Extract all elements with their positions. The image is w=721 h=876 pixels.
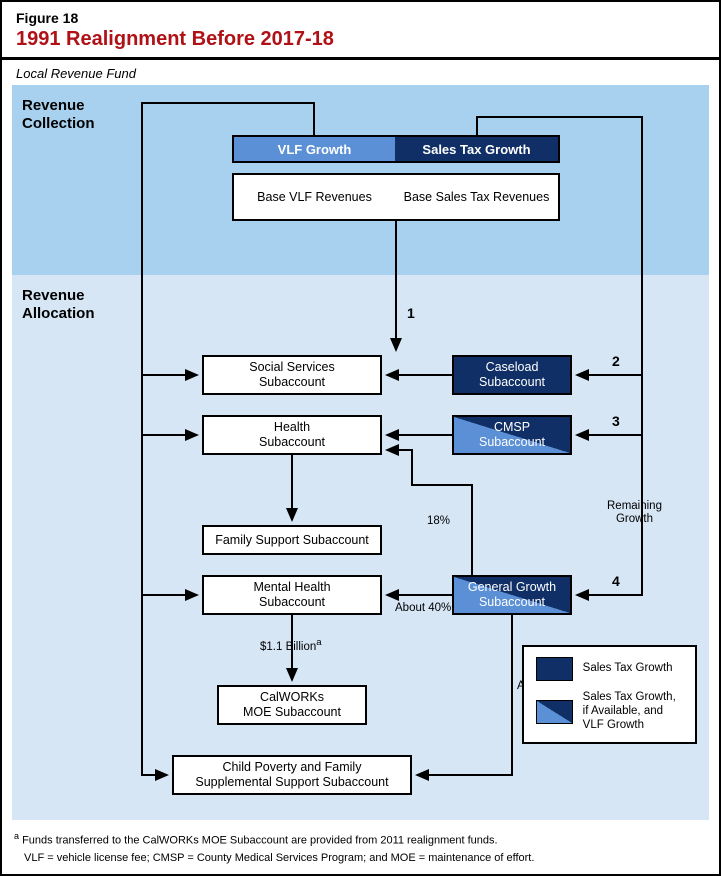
legend-label-split: Sales Tax Growth, if Available, and VLF … [583, 691, 683, 732]
step-number-2: 2 [612, 353, 620, 369]
footnote-a-text: Funds transferred to the CalWORKs MOE Su… [19, 835, 498, 847]
box-calworks: CalWORKs MOE Subaccount [217, 685, 367, 725]
annot-billion-sup: a [316, 637, 321, 648]
section-allocation-label: Revenue Allocation [22, 287, 95, 323]
diagram-canvas: Revenue Collection Revenue Allocation [12, 85, 709, 820]
step-number-4: 4 [612, 573, 620, 589]
box-caseload: Caseload Subaccount [452, 355, 572, 395]
figure-label: Figure 18 [16, 10, 705, 26]
footnote-defs: VLF = vehicle license fee; CMSP = County… [14, 850, 694, 867]
box-health: Health Subaccount [202, 415, 382, 455]
footnotes: a Funds transferred to the CalWORKs MOE … [14, 830, 694, 866]
legend-swatch-stg [536, 657, 573, 681]
step-number-1: 1 [407, 305, 415, 321]
legend-label-stg: Sales Tax Growth [583, 662, 683, 676]
box-social-services: Social Services Subaccount [202, 355, 382, 395]
box-family-support: Family Support Subaccount [202, 525, 382, 555]
figure-container: Figure 18 1991 Realignment Before 2017-1… [0, 0, 721, 876]
box-mental-health: Mental Health Subaccount [202, 575, 382, 615]
box-base-vlf: Base VLF Revenues [232, 173, 397, 221]
legend-swatch-split [536, 700, 573, 724]
box-base-sales: Base Sales Tax Revenues [395, 173, 560, 221]
section-collection-label: Revenue Collection [22, 97, 95, 133]
annot-18pct: 18% [427, 515, 450, 528]
figure-subtitle: Local Revenue Fund [2, 60, 719, 85]
annot-about40-left: About 40% [395, 602, 451, 615]
annot-billion: $1.1 Billiona [260, 637, 322, 654]
box-child-poverty: Child Poverty and Family Supplemental Su… [172, 755, 412, 795]
step-number-3: 3 [612, 413, 620, 429]
legend-row-stg: Sales Tax Growth [536, 657, 683, 681]
footnote-a: a Funds transferred to the CalWORKs MOE … [14, 830, 694, 849]
figure-header: Figure 18 1991 Realignment Before 2017-1… [2, 2, 719, 60]
header-vlf-growth: VLF Growth [232, 135, 397, 163]
annot-remaining-growth: Remaining Growth [607, 500, 662, 526]
legend: Sales Tax Growth Sales Tax Growth, if Av… [522, 645, 697, 744]
legend-row-split: Sales Tax Growth, if Available, and VLF … [536, 691, 683, 732]
header-sales-tax-growth: Sales Tax Growth [395, 135, 560, 163]
annot-billion-text: $1.1 Billion [260, 641, 316, 653]
box-cmsp: CMSP Subaccount [452, 415, 572, 455]
figure-title: 1991 Realignment Before 2017-18 [16, 28, 705, 51]
box-general-growth: General Growth Subaccount [452, 575, 572, 615]
